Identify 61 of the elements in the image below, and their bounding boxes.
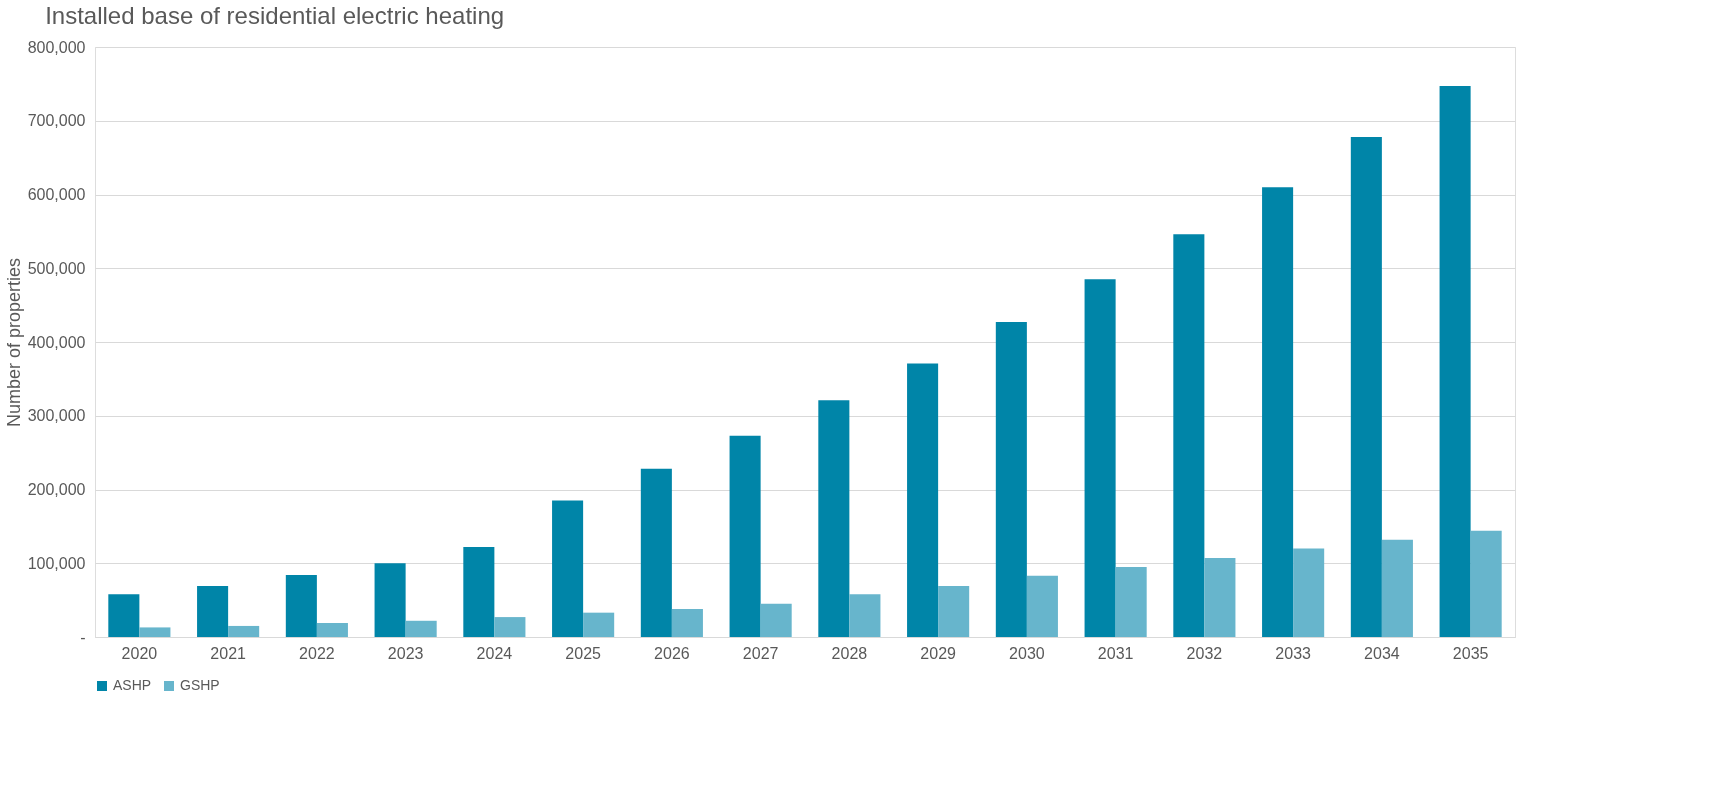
y-tick-label: 700,000: [27, 112, 86, 130]
x-tick-label: 2035: [1452, 644, 1489, 662]
x-tick-label: 2024: [476, 644, 513, 662]
bar: [1115, 566, 1147, 637]
bar: [640, 468, 672, 637]
bar: [1026, 575, 1058, 637]
y-tick-label: 400,000: [27, 333, 86, 351]
x-tick-label: 2026: [654, 644, 690, 662]
y-axis-title: Number of properties: [3, 257, 24, 428]
bar: [494, 617, 526, 637]
x-tick-label: 2033: [1275, 644, 1312, 662]
y-tick-label: 300,000: [27, 407, 86, 425]
x-tick-label: 2034: [1364, 644, 1400, 662]
legend-label: ASHP: [113, 677, 152, 693]
x-tick-label: 2025: [565, 644, 602, 662]
y-tick-label: -: [80, 628, 86, 646]
bar: [197, 586, 229, 637]
bar: [760, 603, 792, 637]
bar: [1470, 530, 1502, 637]
bar: [228, 625, 260, 637]
x-tick-label: 2028: [831, 644, 868, 662]
y-tick-label: 100,000: [27, 554, 86, 572]
bar: [374, 563, 406, 637]
bar: [1381, 539, 1413, 637]
bar: [907, 363, 939, 637]
y-tick-label: 800,000: [27, 38, 86, 56]
y-tick-label: 500,000: [27, 259, 86, 277]
bar: [671, 608, 703, 637]
bar: [316, 622, 348, 637]
x-tick-label: 2032: [1186, 644, 1223, 662]
bar: [139, 627, 171, 637]
bar: [1084, 279, 1116, 637]
bar: [1262, 187, 1294, 637]
x-tick-label: 2027: [742, 644, 779, 662]
x-tick-label: 2031: [1097, 644, 1134, 662]
bar: [552, 500, 584, 637]
x-tick-label: 2029: [920, 644, 957, 662]
y-tick-label: 200,000: [27, 481, 86, 498]
x-tick-label: 2021: [210, 644, 247, 662]
bar: [285, 575, 317, 637]
bar: [1173, 234, 1205, 637]
x-tick-label: 2020: [121, 644, 158, 662]
bar: [1350, 136, 1382, 637]
x-tick-label: 2022: [299, 644, 335, 662]
x-tick-label: 2030: [1009, 644, 1045, 662]
bar: [108, 594, 140, 637]
bar: [405, 620, 437, 637]
bar: [1439, 86, 1471, 637]
bar: [729, 435, 761, 637]
bar: [463, 547, 495, 637]
y-tick-label: 600,000: [27, 186, 86, 203]
bar: [583, 612, 615, 637]
bar: [818, 400, 850, 637]
legend-label: GSHP: [180, 677, 220, 693]
bar: [995, 322, 1027, 637]
bar: [1293, 548, 1325, 637]
x-tick-label: 2023: [387, 644, 424, 662]
chart-title: Installed base of residential electric heating: [45, 2, 505, 29]
bar: [849, 594, 881, 637]
bar: [938, 586, 970, 637]
bar: [1204, 558, 1236, 637]
